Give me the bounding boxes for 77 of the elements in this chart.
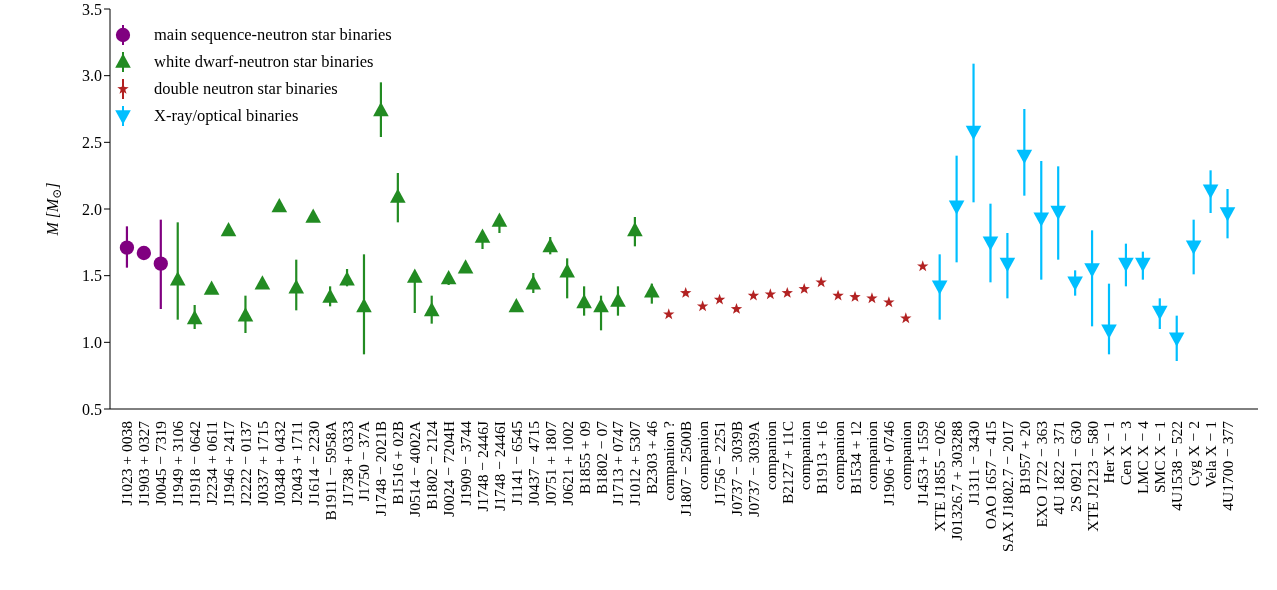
x-tick-label: OAO 1657 − 415 — [981, 420, 999, 530]
x-tick-label: J0348 + 0432 — [270, 421, 288, 506]
y-tick-label: 2.0 — [82, 200, 102, 218]
x-tick-label: 4U 1822 − 371 — [1049, 421, 1067, 515]
x-tick-label: J0514 − 4002A — [406, 420, 424, 517]
x-tick-label: J1748 − 2446J — [474, 421, 492, 512]
x-tick-label: J2043 + 1711 — [287, 421, 305, 505]
x-tick-label: J1311 − 3430 — [965, 420, 983, 505]
x-tick-label: companion ? — [660, 420, 678, 501]
x-tick-label: Cyg X − 2 — [1185, 421, 1203, 487]
x-tick-label: companion — [829, 420, 847, 490]
x-tick-label: XTE J1855 − 026 — [931, 420, 949, 532]
x-tick-label: J1909 − 3744 — [457, 420, 475, 506]
x-tick-label: 4U1538 − 522 — [1168, 421, 1186, 511]
y-tick-label: 0.5 — [82, 400, 102, 418]
x-tick-label: B1913 + 16 — [812, 420, 830, 495]
x-tick-label: 2S 0921 − 630 — [1066, 420, 1084, 512]
x-tick-label: companion — [863, 420, 881, 490]
x-tick-label: J1756 − 2251 — [711, 421, 729, 506]
y-tick-label: 1.5 — [82, 267, 102, 285]
x-tick-label: J1807 − 2500B — [677, 421, 695, 516]
x-tick-label: XTE J2123 − 580 — [1083, 420, 1101, 532]
x-tick-label: J1614 − 2230 — [304, 420, 322, 506]
legend-label: main sequence-neutron star binaries — [154, 24, 392, 45]
x-tick-label: SAX J1802.7 − 2017 — [998, 420, 1016, 553]
x-tick-label: J0737 − 3039A — [744, 420, 762, 517]
x-tick-label: companion — [694, 420, 712, 490]
x-tick-label: J1903 + 0327 — [135, 420, 153, 506]
x-tick-label: J0737 − 3039B — [727, 421, 745, 516]
x-tick-label: J01326.7 + 303288 — [948, 420, 966, 541]
x-tick-label: B1911 − 5958A — [321, 420, 339, 521]
x-tick-label: B1516 + 02B — [389, 421, 407, 505]
x-tick-label: J1748 − 2021B — [372, 421, 390, 516]
x-tick-label: J1012 + 5307 — [626, 420, 644, 506]
legend-label: double neutron star binaries — [154, 78, 338, 99]
x-tick-label: B2303 + 46 — [643, 420, 661, 495]
x-tick-label: J0045 − 7319 — [152, 420, 170, 506]
x-tick-label: J1750 − 37A — [355, 420, 373, 502]
x-tick-label: companion — [897, 420, 915, 490]
x-tick-label: Cen X − 3 — [1117, 420, 1135, 486]
x-tick-label: J1453 + 1559 — [914, 420, 932, 506]
x-tick-label: J1946 + 2417 — [220, 420, 238, 506]
x-tick-label: J0621 + 1002 — [558, 421, 576, 506]
x-tick-label: J1918 − 0642 — [186, 421, 204, 506]
x-tick-label: J0751 + 1807 — [541, 420, 559, 506]
y-tick-label: 3.5 — [82, 0, 102, 18]
x-tick-label: J2234 + 0611 — [203, 421, 221, 505]
x-tick-label: J1748 − 2446I — [490, 421, 508, 511]
y-tick-label: 2.5 — [82, 134, 102, 152]
x-tick-label: J1738 + 0333 — [338, 420, 356, 506]
x-tick-label: SMC X − 1 — [1151, 421, 1169, 494]
x-tick-label: J2222 − 0137 — [236, 420, 254, 506]
legend-label: white dwarf-neutron star binaries — [154, 51, 374, 72]
x-tick-label: B1957 + 20 — [1015, 420, 1033, 495]
x-tick-label: J1023 + 0038 — [118, 420, 136, 506]
x-tick-label: companion — [761, 420, 779, 490]
x-tick-label: J0024 − 7204H — [440, 421, 458, 517]
y-tick-label: 1.0 — [82, 334, 102, 352]
x-tick-label: 4U1700 − 377 — [1219, 420, 1237, 511]
legend-label: X-ray/optical binaries — [154, 105, 299, 126]
y-tick-label: 3.0 — [82, 67, 102, 85]
x-tick-label: Her X − 1 — [1100, 421, 1118, 484]
x-tick-label: J1949 + 3106 — [169, 420, 187, 506]
x-tick-label: B1802 − 07 — [592, 420, 610, 495]
x-tick-label: companion — [795, 420, 813, 490]
x-tick-label: B1534 + 12 — [846, 421, 864, 495]
x-tick-label: B1802 − 2124 — [423, 420, 441, 510]
x-tick-label: Vela X − 1 — [1202, 421, 1220, 488]
x-tick-label: LMC X − 4 — [1134, 420, 1152, 494]
x-tick-label: B2127 + 11C — [778, 421, 796, 505]
x-tick-label: J1141 − 6545 — [507, 420, 525, 505]
x-tick-label: J0437 − 4715 — [524, 420, 542, 506]
x-tick-label: J1713 + 0747 — [609, 420, 627, 506]
x-tick-label: J0337 + 1715 — [253, 420, 271, 506]
x-tick-label: B1855 + 09 — [575, 420, 593, 495]
x-tick-label: EXO 1722 − 363 — [1032, 420, 1050, 528]
x-tick-label: J1906 + 0746 — [880, 420, 898, 506]
